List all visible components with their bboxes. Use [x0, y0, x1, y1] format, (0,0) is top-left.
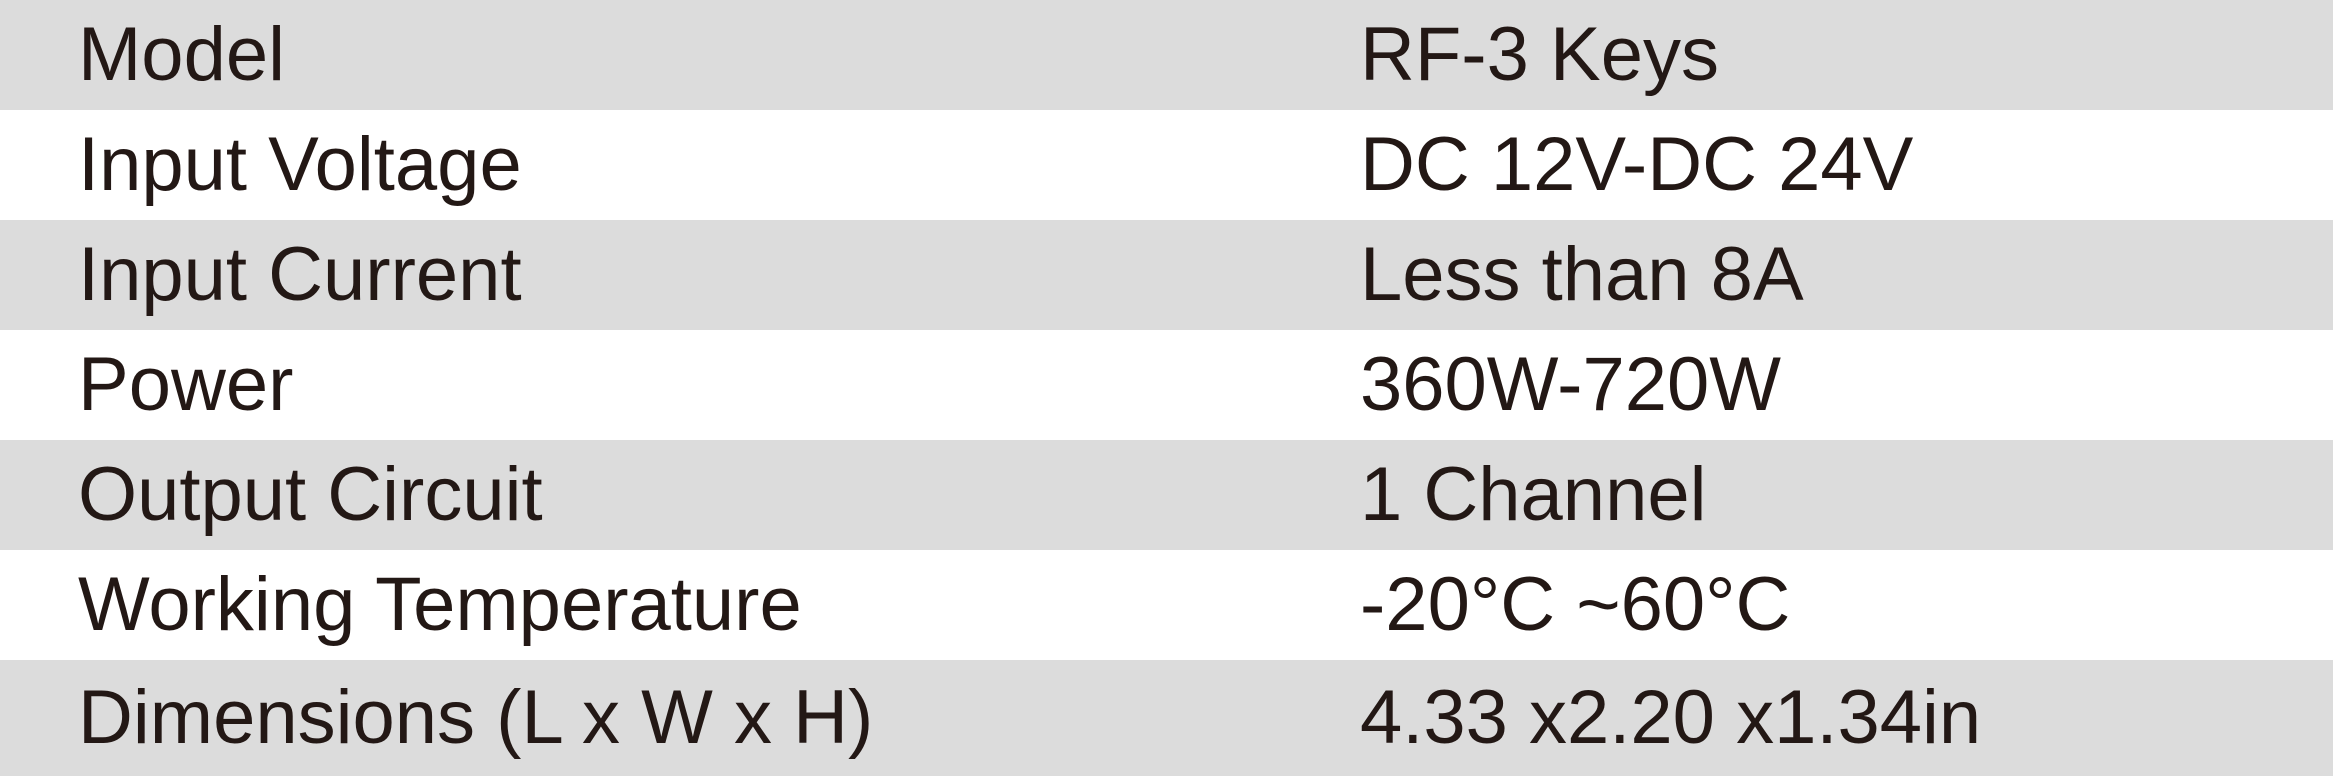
- spec-value: 1 Channel: [1360, 452, 1707, 537]
- spec-value: RF-3 Keys: [1360, 12, 1719, 97]
- spec-row-output-circuit: Output Circuit 1 Channel: [0, 440, 2333, 550]
- spec-row-working-temperature: Working Temperature -20°C ~60°C: [0, 550, 2333, 660]
- spec-value: Less than 8A: [1360, 232, 1804, 317]
- spec-row-model: Model RF-3 Keys: [0, 0, 2333, 110]
- spec-value: -20°C ~60°C: [1360, 562, 1791, 647]
- spec-row-input-voltage: Input Voltage DC 12V-DC 24V: [0, 110, 2333, 220]
- spec-label: Output Circuit: [78, 452, 543, 537]
- spec-row-input-current: Input Current Less than 8A: [0, 220, 2333, 330]
- spec-label: Power: [78, 342, 294, 427]
- spec-label: Model: [78, 12, 285, 97]
- spec-value: 360W-720W: [1360, 342, 1782, 427]
- spec-label: Input Current: [78, 232, 522, 317]
- spec-label: Input Voltage: [78, 122, 522, 207]
- spec-label: Working Temperature: [78, 562, 802, 647]
- spec-value: DC 12V-DC 24V: [1360, 122, 1914, 207]
- spec-value: 4.33 x2.20 x1.34in: [1360, 675, 1982, 760]
- spec-row-power: Power 360W-720W: [0, 330, 2333, 440]
- spec-label: Dimensions (L x W x H): [78, 675, 874, 760]
- spec-row-dimensions: Dimensions (L x W x H) 4.33 x2.20 x1.34i…: [0, 660, 2333, 776]
